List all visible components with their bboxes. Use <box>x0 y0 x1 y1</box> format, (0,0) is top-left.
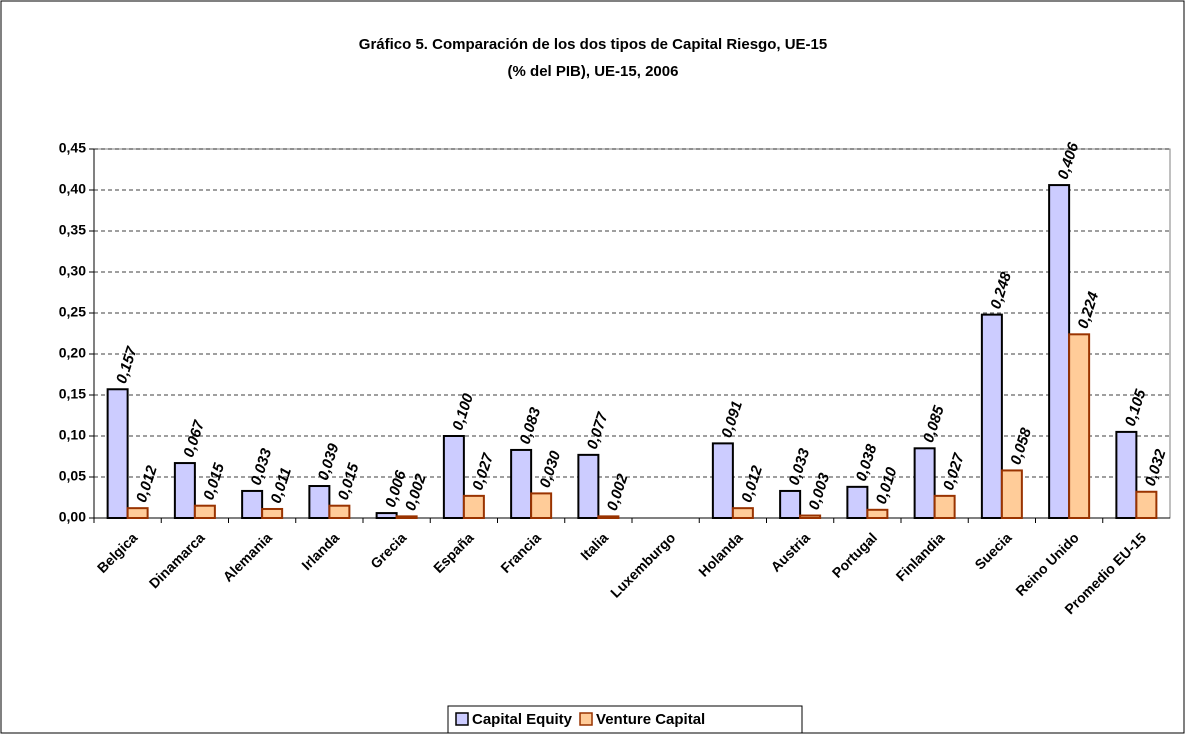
bar <box>1000 469 1023 520</box>
bar <box>193 504 216 520</box>
bar <box>442 435 465 519</box>
bar <box>779 489 802 520</box>
bar <box>126 507 149 520</box>
bar <box>913 447 936 519</box>
bar <box>866 508 889 519</box>
y-tick-label: 0,45 <box>59 140 86 156</box>
legend-label: Venture Capital <box>596 711 705 728</box>
y-tick-label: 0,05 <box>59 468 86 484</box>
bar <box>173 462 196 519</box>
bar <box>597 515 620 519</box>
y-tick-label: 0,20 <box>59 345 86 361</box>
bar <box>510 448 533 519</box>
bar <box>328 504 351 520</box>
bar <box>106 388 129 520</box>
y-tick-label: 0,25 <box>59 304 86 320</box>
bar <box>577 453 600 519</box>
y-tick-label: 0,40 <box>59 181 86 197</box>
y-tick-label: 0,15 <box>59 386 86 402</box>
bar <box>799 514 822 519</box>
bar <box>846 485 869 519</box>
bar <box>375 512 398 520</box>
legend-box <box>447 705 803 734</box>
chart-title: (% del PIB), UE-15, 2006 <box>508 63 679 80</box>
y-tick-label: 0,30 <box>59 263 86 279</box>
bar <box>395 515 418 519</box>
bar <box>1115 430 1138 519</box>
bar <box>980 313 1003 520</box>
y-tick-label: 0,35 <box>59 222 86 238</box>
bar <box>530 492 553 519</box>
bar <box>1068 333 1091 519</box>
bar <box>1048 184 1071 520</box>
bar <box>241 489 264 520</box>
y-tick-label: 0,10 <box>59 427 86 443</box>
legend-swatch <box>455 712 469 726</box>
chart-title: Gráfico 5. Comparación de los dos tipos … <box>359 36 827 53</box>
y-tick-label: 0,00 <box>59 509 86 525</box>
bar <box>731 507 754 520</box>
bar <box>1135 490 1158 520</box>
bar <box>462 494 485 519</box>
bar <box>261 507 284 520</box>
legend-label: Capital Equity <box>472 711 573 728</box>
bar <box>933 494 956 519</box>
bar <box>308 485 331 519</box>
bar <box>711 442 734 520</box>
legend-swatch <box>579 712 593 726</box>
